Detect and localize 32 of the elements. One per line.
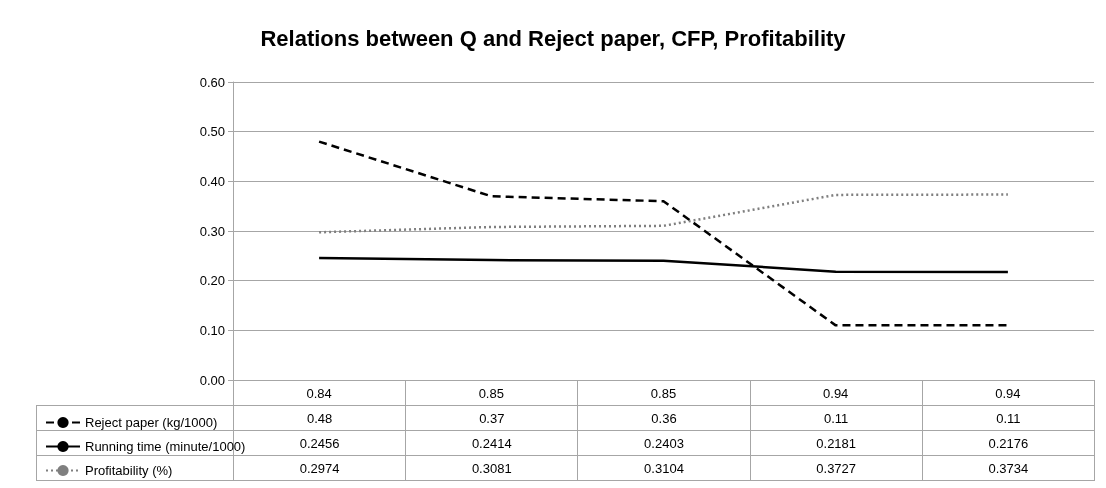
data-label: 0.11: [921, 405, 1095, 431]
data-label: 0.37: [405, 405, 579, 431]
legend-label: Profitability (%): [85, 463, 173, 478]
line-series: [317, 193, 1010, 234]
x-tick-label: 0.85: [478, 386, 504, 401]
y-tick-label: 0.30: [199, 223, 225, 239]
y-tick-label: 0.00: [199, 372, 225, 388]
y-tick-label: 0.60: [199, 74, 225, 90]
legend-label: Running time (minute/1000): [85, 439, 246, 454]
data-label: 0.3727: [749, 455, 923, 481]
data-label: 0.36: [577, 405, 751, 431]
x-tick-label: 0.85: [650, 386, 677, 401]
data-label: 0.11: [749, 405, 923, 431]
data-label: 0.3081: [405, 455, 579, 481]
chart-title: Relations between Q and Reject paper, CFP, Profitability: [260, 25, 847, 51]
y-tick-label: 0.50: [199, 124, 225, 140]
y-tick-label: 0.40: [199, 173, 225, 189]
data-label: 0.2974: [233, 455, 407, 481]
x-tick-label: 0.84: [306, 386, 332, 401]
x-tick-label: 0.94: [823, 386, 849, 401]
legend-label: Reject paper (kg/1000): [85, 415, 218, 430]
y-tick-label: 0.20: [199, 273, 225, 289]
y-tick-label: 0.10: [199, 322, 225, 338]
data-label: 0.2403: [577, 430, 751, 456]
x-tick-label: 0.94: [995, 386, 1021, 401]
data-label: 0.48: [233, 405, 407, 431]
data-label: 0.2414: [405, 430, 579, 456]
data-label: 0.3734: [921, 455, 1095, 481]
data-label: 0.3104: [577, 455, 751, 481]
data-label: 0.2176: [921, 430, 1095, 456]
data-label: 0.2181: [749, 430, 923, 456]
data-label: 0.2456: [299, 435, 340, 451]
